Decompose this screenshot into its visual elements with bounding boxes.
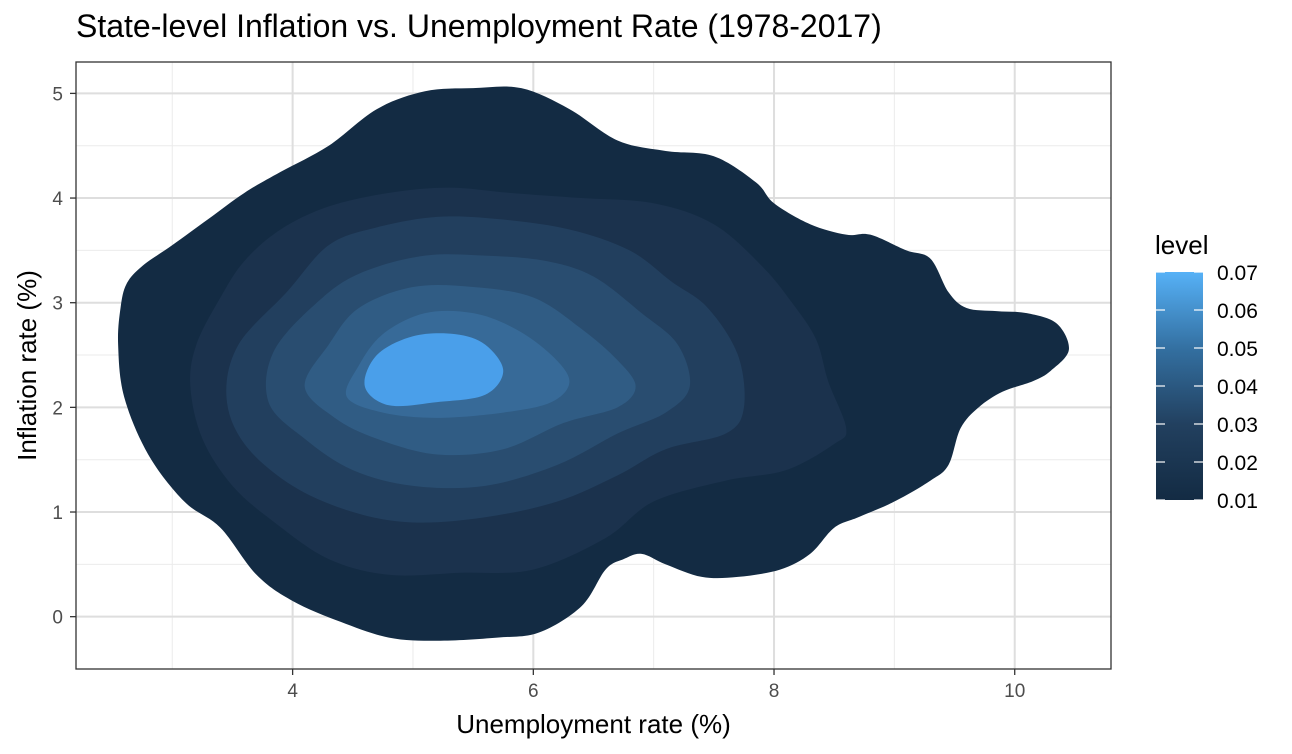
y-tick-label: 1 bbox=[52, 503, 63, 524]
x-tick-label: 10 bbox=[1004, 681, 1025, 702]
x-axis: 4 6 8 10 bbox=[287, 669, 1025, 702]
legend-title: level bbox=[1155, 230, 1208, 260]
x-tick-label: 4 bbox=[287, 681, 298, 702]
legend-label: 0.07 bbox=[1217, 262, 1258, 285]
x-tick-label: 8 bbox=[769, 681, 780, 702]
contour-band-0-07 bbox=[364, 333, 504, 407]
y-tick-label: 0 bbox=[52, 608, 63, 629]
y-axis: 0 1 2 3 4 5 bbox=[52, 84, 76, 629]
legend-label: 0.06 bbox=[1217, 300, 1258, 323]
y-tick-label: 3 bbox=[52, 294, 63, 315]
legend-label: 0.01 bbox=[1217, 490, 1258, 513]
chart-title: State-level Inflation vs. Unemployment R… bbox=[76, 8, 882, 44]
legend-label: 0.02 bbox=[1217, 452, 1258, 475]
plot-panel-border bbox=[75, 61, 1112, 670]
legend-label: 0.04 bbox=[1217, 376, 1258, 399]
y-axis-label: Inflation rate (%) bbox=[12, 270, 42, 461]
legend-label: 0.03 bbox=[1217, 414, 1258, 437]
legend: level 0.07 0.06 0.05 0.04 0.03 0.02 0.01 bbox=[1155, 230, 1258, 513]
y-tick-label: 5 bbox=[52, 84, 63, 105]
x-tick-label: 6 bbox=[528, 681, 539, 702]
legend-ticks: 0.07 0.06 0.05 0.04 0.03 0.02 0.01 bbox=[1156, 262, 1258, 513]
y-tick-label: 4 bbox=[52, 189, 63, 210]
legend-label: 0.05 bbox=[1217, 338, 1258, 361]
y-tick-label: 2 bbox=[52, 398, 63, 419]
x-axis-label: Unemployment rate (%) bbox=[456, 709, 731, 739]
contour-bands bbox=[117, 86, 1069, 641]
